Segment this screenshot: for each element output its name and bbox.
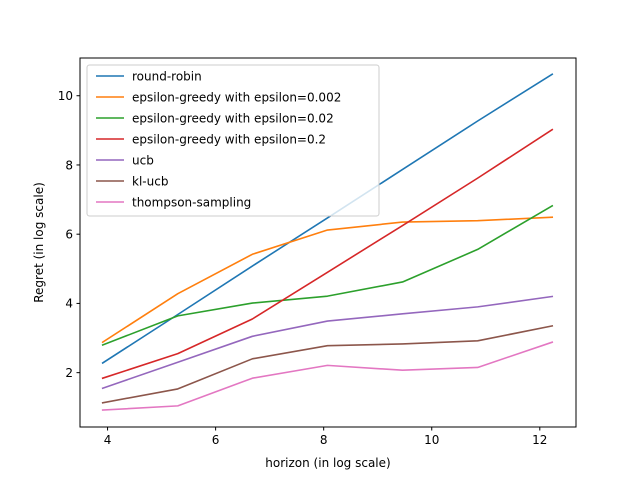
legend-entry-label: thompson-sampling [132, 195, 251, 209]
plot-frame [79, 57, 577, 428]
legend-entry-label: ucb [132, 153, 154, 167]
x-tick-label: 10 [424, 433, 439, 447]
x-tick-label: 6 [212, 433, 220, 447]
series-line-7 [101, 341, 554, 411]
tick-layer: 4 6 8 10 12 2 4 6 8 10 [58, 89, 548, 447]
legend-entry-label: epsilon-greedy with epsilon=0.02 [132, 111, 334, 125]
y-tick-label: 2 [65, 366, 73, 380]
y-tick-label: 6 [65, 227, 73, 241]
legend-entry-label: epsilon-greedy with epsilon=0.2 [132, 132, 326, 146]
series-line-2 [101, 216, 554, 344]
legend-entry-label: kl-ucb [132, 174, 168, 188]
series-line-5 [101, 295, 554, 390]
series-line-3 [101, 204, 554, 346]
x-tick-label: 8 [320, 433, 328, 447]
x-tick-label: 4 [104, 433, 112, 447]
y-tick-label: 10 [58, 89, 73, 103]
y-tick-label: 4 [65, 297, 73, 311]
x-axis-label: horizon (in log scale) [265, 456, 390, 470]
legend-entry-label: round-robin [132, 69, 202, 83]
series-line-4 [101, 128, 554, 380]
series-line-6 [101, 324, 554, 404]
series-layer [101, 73, 554, 411]
legend-entry-label: epsilon-greedy with epsilon=0.002 [132, 90, 341, 104]
legend-box [86, 64, 380, 217]
y-tick-label: 8 [65, 158, 73, 172]
series-line-1 [101, 73, 554, 365]
y-axis-label: Regret (in log scale) [32, 182, 46, 303]
x-tick-label: 12 [532, 433, 547, 447]
legend: round-robin epsilon-greedy with epsilon=0… [86, 64, 380, 217]
